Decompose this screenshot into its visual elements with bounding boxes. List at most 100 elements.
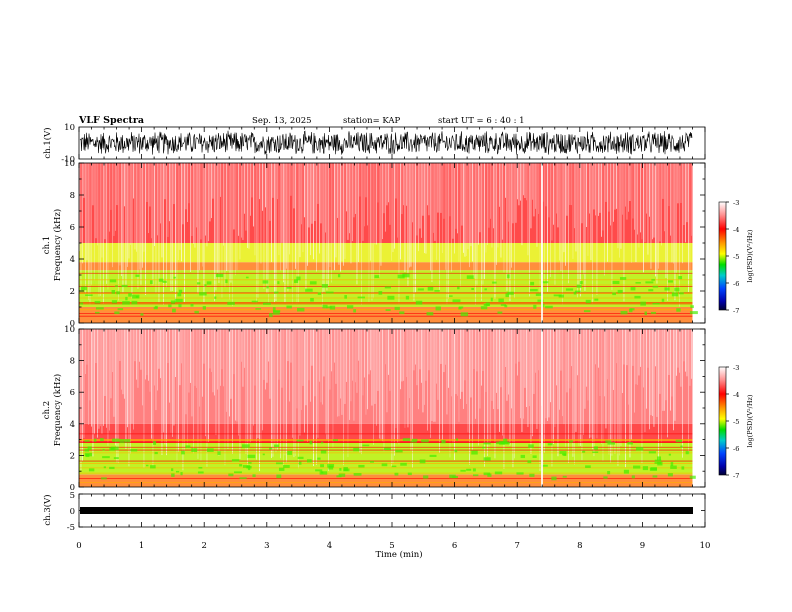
- spectrogram-speckle: [269, 163, 271, 221]
- spectrogram-patch: [592, 451, 599, 453]
- spectrogram-speckle: [152, 163, 154, 286]
- spectrogram-speckle: [221, 329, 223, 370]
- spectrogram-speckle: [601, 329, 602, 444]
- spectrogram-speckle: [517, 329, 518, 376]
- spectrogram-speckle: [349, 163, 350, 234]
- spectrogram-patch: [343, 467, 348, 472]
- spectrogram-patch: [689, 311, 698, 315]
- spectrogram-speckle: [656, 163, 658, 284]
- spectrogram-speckle: [149, 163, 151, 207]
- spectrogram-speckle: [487, 163, 488, 245]
- spectrogram-speckle: [134, 163, 136, 250]
- spectrogram-speckle: [637, 163, 638, 235]
- spectrogram-speckle: [638, 163, 640, 248]
- spectrogram-patch: [642, 466, 649, 471]
- spectrogram-speckle: [461, 163, 463, 226]
- spectrogram-patch: [503, 438, 508, 443]
- spectrogram-speckle: [370, 163, 371, 261]
- spectrogram-speckle: [110, 163, 112, 210]
- spectrogram-speckle: [557, 163, 559, 228]
- spectrogram-speckle: [113, 163, 115, 236]
- spectrogram-speckle: [475, 163, 476, 305]
- spectrogram-speckle: [575, 163, 577, 252]
- spectrogram-speckle: [670, 163, 671, 236]
- spectrogram-speckle: [533, 163, 535, 217]
- spectrogram-speckle: [286, 329, 287, 463]
- spectrogram-patch: [190, 303, 194, 307]
- spectrogram-speckle: [320, 163, 322, 224]
- spectrogram-speckle: [355, 329, 356, 383]
- spectrogram-speckle: [392, 329, 394, 464]
- spectrogram-speckle: [397, 329, 398, 443]
- spectrogram-patch: [585, 299, 591, 304]
- spectrogram-patch: [651, 278, 655, 281]
- spectrogram-speckle: [106, 163, 107, 284]
- spectrogram-speckle: [466, 329, 467, 405]
- spectrogram-speckle: [395, 329, 397, 429]
- spectrogram-speckle: [659, 163, 661, 242]
- spectrogram-speckle: [427, 329, 428, 431]
- spectrogram-speckle: [412, 163, 413, 223]
- spectrogram-speckle: [208, 329, 209, 442]
- spectrogram-patch: [494, 471, 503, 475]
- spectrogram-speckle: [308, 163, 310, 228]
- spectrogram-speckle: [550, 329, 551, 403]
- spectrogram-speckle: [547, 163, 548, 292]
- spectrogram-speckle: [188, 329, 190, 393]
- spectrogram-speckle: [367, 329, 368, 410]
- spectrogram-speckle: [352, 163, 353, 242]
- spectrogram-speckle: [350, 163, 352, 264]
- spectrogram-speckle: [628, 329, 629, 405]
- spectrogram-speckle: [584, 329, 586, 409]
- spectrogram-speckle: [383, 329, 385, 452]
- spectrogram-speckle: [419, 163, 421, 229]
- spectrogram-patch: [407, 472, 412, 476]
- spectrogram-speckle: [521, 163, 523, 246]
- spectrogram-speckle: [595, 329, 596, 365]
- spectrogram-speckle: [442, 163, 443, 254]
- spectrogram-speckle: [190, 163, 191, 273]
- spectrogram-speckle: [457, 163, 458, 234]
- spectrogram-speckle: [245, 163, 247, 231]
- spectrogram-speckle: [284, 163, 286, 303]
- spectrogram-speckle: [488, 329, 490, 448]
- spectrogram-speckle: [320, 329, 322, 403]
- spectrogram-patch: [174, 298, 183, 303]
- spectrogram-speckle: [517, 163, 518, 200]
- spectrogram-speckle: [470, 329, 472, 398]
- ch1-ylabel: ch.1(V): [42, 127, 53, 158]
- spectrogram-speckle: [386, 163, 388, 206]
- spectrogram-speckle: [128, 329, 130, 467]
- spectrogram-speckle: [338, 329, 340, 417]
- spectrogram-patch: [272, 310, 280, 315]
- spectrogram-speckle: [508, 163, 509, 222]
- spectrogram-patch: [297, 307, 305, 312]
- spectrogram-speckle: [382, 329, 383, 442]
- spectrogram-speckle: [193, 163, 194, 244]
- spectrogram-speckle: [532, 329, 533, 437]
- spectrogram-patch: [633, 465, 641, 469]
- spectrogram-patch: [466, 468, 472, 471]
- spectrogram-speckle: [305, 329, 307, 406]
- spectrogram-speckle: [347, 329, 349, 458]
- spectrogram-speckle: [209, 163, 211, 222]
- spectrogram-speckle: [476, 329, 478, 372]
- spectrogram-speckle: [398, 163, 400, 305]
- spectrogram-speckle: [686, 163, 688, 223]
- colorbar-tick-label: -7: [733, 472, 739, 480]
- spectrogram-speckle: [296, 329, 298, 409]
- spectrogram-speckle: [112, 329, 113, 373]
- spectrogram-patch: [471, 450, 478, 455]
- ch2-colorbar-label: log(PSD)(V²/Hz): [746, 394, 754, 447]
- spectrogram-patch: [460, 312, 469, 317]
- spectrogram-speckle: [467, 329, 469, 433]
- spectrogram-patch: [239, 464, 243, 467]
- spectrogram-speckle: [169, 329, 170, 403]
- spectrogram-speckle: [482, 329, 484, 371]
- spectrogram-patch: [585, 465, 591, 468]
- spectrogram-speckle: [200, 329, 202, 461]
- spectrogram-speckle: [602, 163, 604, 231]
- spectrogram-speckle: [310, 163, 311, 256]
- spectrogram-speckle: [200, 163, 202, 240]
- spectrogram-speckle: [139, 163, 140, 270]
